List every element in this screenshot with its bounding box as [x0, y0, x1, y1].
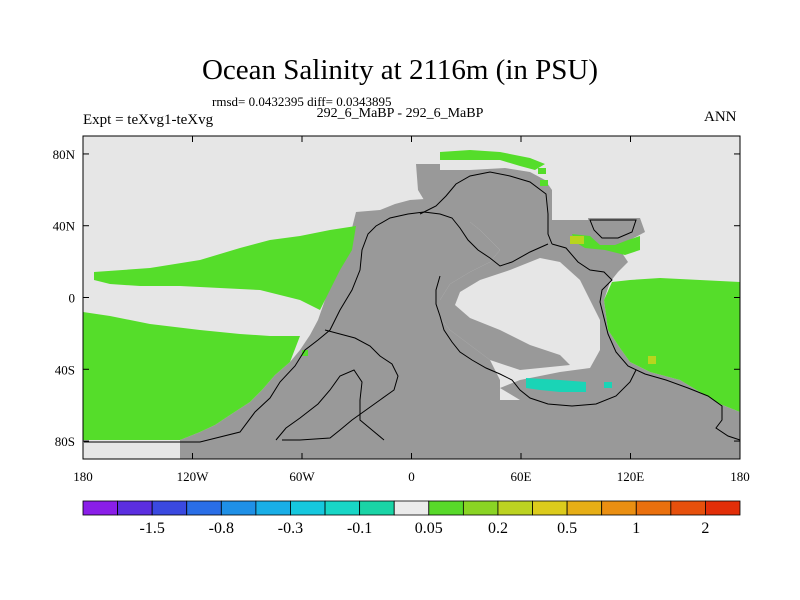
land-central [180, 198, 520, 459]
y-tick-label: 80S [55, 434, 75, 449]
colorbar-label: 0.05 [415, 520, 443, 537]
chart-title: Ocean Salinity at 2116m (in PSU) [201, 54, 599, 86]
green-northwest-pacific [572, 234, 640, 255]
x-tick-label: 180 [73, 469, 93, 484]
colorbar-box [532, 500, 568, 516]
coast-north-atlantic [419, 171, 553, 245]
coast-antarctica [275, 369, 385, 441]
yellowgreen-patch [570, 236, 584, 244]
colorbar-box [601, 500, 637, 516]
colorbar-box [428, 500, 464, 516]
colorbar-label: -0.3 [278, 520, 303, 537]
colorbar-box [117, 500, 153, 516]
colorbar-labels: -1.5 -0.8 -0.3 -0.1 0.05 0.2 0.5 1 2 [139, 520, 709, 537]
green-arctic [440, 150, 545, 170]
teal-small [604, 382, 612, 388]
yellowgreen-patch2 [648, 356, 656, 364]
coast-asia-south [551, 243, 741, 441]
x-tick-label: 0 [408, 469, 415, 484]
green-pacific-south [83, 312, 300, 440]
negative-anomalies [526, 378, 612, 392]
x-tick-label: 120E [617, 469, 645, 484]
coast-americas [84, 211, 549, 443]
colorbar-boxes [82, 500, 741, 516]
coast-africa [435, 275, 637, 407]
green-pacific-north [94, 226, 356, 310]
colorbar-label: 1 [632, 520, 640, 537]
colorbar-box [670, 500, 706, 516]
colorbar-box [290, 500, 326, 516]
season-label: ANN [704, 109, 737, 125]
y-tick-label: 0 [69, 291, 76, 306]
coastlines [84, 171, 741, 443]
colorbar-label: -0.8 [209, 520, 234, 537]
green-indian [604, 278, 740, 412]
colorbar-box [220, 500, 257, 516]
x-tick-label: 60W [289, 469, 315, 484]
colorbar-box [151, 500, 188, 516]
stats-subtitle: rmsd= 0.0432395 diff= 0.0343895 [212, 94, 392, 109]
colorbar-label: 0.5 [557, 520, 577, 537]
colorbar-box [359, 500, 395, 516]
land-masses [180, 164, 740, 459]
colorbar-label: -1.5 [139, 520, 164, 537]
y-tick-label: 40N [53, 219, 76, 234]
land-north [416, 164, 740, 459]
y-tick-label: 40S [55, 362, 75, 377]
y-axis: 80N 40N 0 40S 80S [53, 147, 740, 449]
colorbar-label: 2 [701, 520, 709, 537]
case-subtitle: 292_6_MaBP - 292_6_MaBP [316, 106, 484, 121]
coast-east-asia [589, 219, 637, 239]
colorbar-label: 0.2 [488, 520, 508, 537]
green-arctic-dot2 [540, 180, 548, 186]
colorbar-box [497, 500, 533, 516]
colorbar-box [705, 500, 741, 516]
colorbar-box [566, 500, 603, 516]
colorbar-box [462, 500, 499, 516]
experiment-label: Expt = teXvg1-teXvg [83, 112, 214, 128]
colorbar-box [393, 500, 430, 516]
x-tick-label: 180 [730, 469, 750, 484]
green-arctic-dot [538, 168, 546, 174]
colorbar-box [255, 500, 291, 516]
colorbar-label: -0.1 [347, 520, 372, 537]
colorbar-box [186, 500, 222, 516]
colorbar-box [635, 500, 672, 516]
land-east-asia [588, 218, 640, 245]
colorbar-box [324, 500, 361, 516]
x-tick-label: 120W [177, 469, 210, 484]
positive-anomalies [83, 150, 740, 440]
green-small1 [96, 404, 104, 410]
x-tick-label: 60E [511, 469, 532, 484]
x-axis: 180 120W 60W 0 60E 120E 180 [73, 136, 750, 484]
colorbar-box [82, 500, 118, 516]
plot-area [82, 135, 741, 460]
y-tick-label: 80N [53, 147, 76, 162]
coast-south-america [282, 329, 399, 441]
mid-anomalies [570, 236, 656, 364]
teal-southern [526, 378, 586, 392]
